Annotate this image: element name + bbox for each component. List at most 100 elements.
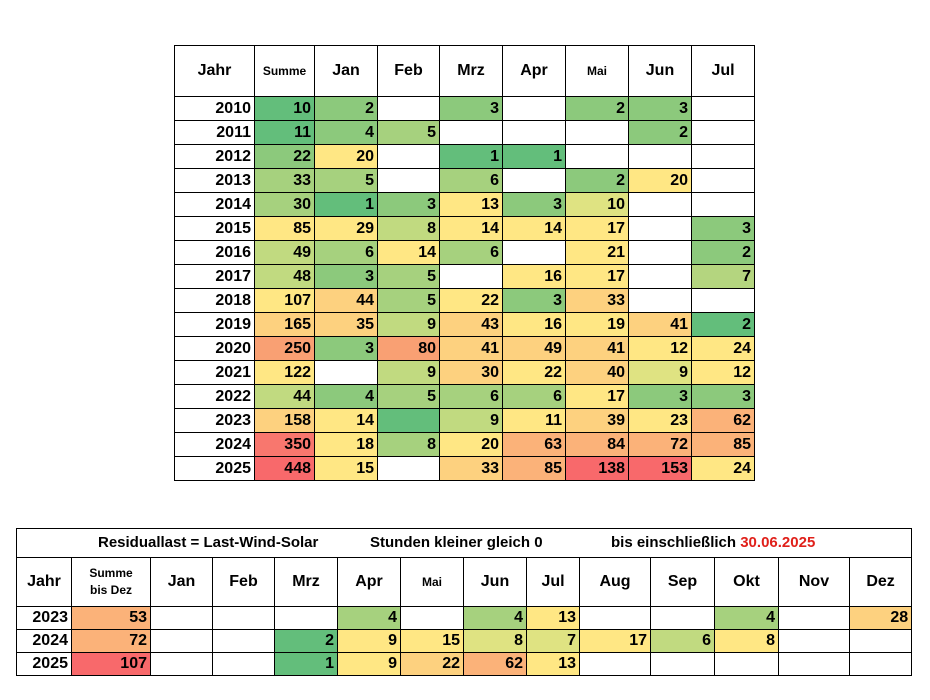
value-cell: 3 [314, 336, 378, 361]
value-cell: 5 [377, 384, 440, 409]
value-cell: 19 [565, 312, 629, 337]
value-cell [565, 144, 629, 169]
value-cell [848, 652, 913, 676]
year-cell: 2011 [174, 120, 255, 145]
value-cell: 35 [314, 312, 378, 337]
value-cell: 6 [502, 384, 566, 409]
year-cell: 2023 [174, 408, 255, 433]
year-cell: 2019 [174, 312, 255, 337]
year-cell: 2022 [174, 384, 255, 409]
value-cell [377, 408, 440, 433]
value-cell: 17 [579, 629, 651, 653]
value-cell: 9 [439, 408, 503, 433]
table1-header-row: Jahr Summe Jan Feb Mrz Apr Mai Jun Jul [174, 45, 755, 97]
value-cell: 8 [714, 629, 779, 653]
value-cell: 72 [628, 432, 692, 457]
value-cell: 10 [565, 192, 629, 217]
value-cell: 13 [439, 192, 503, 217]
value-cell: 153 [628, 456, 692, 481]
year-cell: 2020 [174, 336, 255, 361]
monthly-hours-table-2010-2025: Jahr Summe Jan Feb Mrz Apr Mai Jun Jul 2… [174, 45, 755, 481]
value-cell: 4 [314, 120, 378, 145]
table-row: 2019 165 35 9 43 16 19 41 2 [174, 312, 755, 337]
value-cell: 41 [565, 336, 629, 361]
header-jan: Jan [150, 557, 213, 607]
header-summe: Summe [254, 45, 315, 97]
value-cell: 17 [565, 216, 629, 241]
value-cell: 3 [628, 384, 692, 409]
value-cell: 39 [565, 408, 629, 433]
value-cell: 17 [565, 384, 629, 409]
value-cell: 28 [848, 606, 913, 630]
value-cell [400, 606, 464, 630]
value-cell [377, 168, 440, 193]
table-row: 2011 11 4 5 2 [174, 120, 755, 145]
value-cell: 22 [502, 360, 566, 385]
year-cell: 2015 [174, 216, 255, 241]
value-cell [274, 606, 338, 630]
value-cell [212, 652, 275, 676]
value-cell: 12 [691, 360, 755, 385]
value-cell: 21 [565, 240, 629, 265]
value-cell: 2 [691, 312, 755, 337]
value-cell [150, 652, 213, 676]
value-cell [714, 652, 779, 676]
value-cell: 107 [71, 652, 151, 676]
header-dez: Dez [848, 557, 913, 607]
header-mai: Mai [565, 45, 629, 97]
value-cell: 122 [254, 360, 315, 385]
value-cell [691, 120, 755, 145]
value-cell [150, 629, 213, 653]
value-cell [691, 144, 755, 169]
value-cell: 8 [377, 432, 440, 457]
value-cell [778, 629, 850, 653]
value-cell: 1 [439, 144, 503, 169]
value-cell [579, 652, 651, 676]
table-row: 2012 22 20 1 1 [174, 144, 755, 169]
value-cell: 22 [439, 288, 503, 313]
value-cell: 1 [502, 144, 566, 169]
value-cell [439, 120, 503, 145]
value-cell [628, 264, 692, 289]
value-cell: 9 [337, 629, 401, 653]
year-cell: 2018 [174, 288, 255, 313]
year-cell: 2025 [174, 456, 255, 481]
value-cell: 8 [463, 629, 527, 653]
value-cell [212, 606, 275, 630]
header-jahr: Jahr [174, 45, 255, 97]
value-cell: 250 [254, 336, 315, 361]
value-cell [579, 606, 651, 630]
value-cell: 41 [628, 312, 692, 337]
value-cell: 33 [439, 456, 503, 481]
value-cell: 22 [254, 144, 315, 169]
year-cell: 2010 [174, 96, 255, 121]
value-cell: 24 [691, 336, 755, 361]
header-nov: Nov [778, 557, 850, 607]
value-cell: 29 [314, 216, 378, 241]
value-cell [628, 192, 692, 217]
value-cell: 85 [502, 456, 566, 481]
value-cell: 24 [691, 456, 755, 481]
table2-header-row: Jahr Summe bis Dez Jan Feb Mrz Apr Mai J… [16, 557, 913, 607]
value-cell: 5 [377, 288, 440, 313]
table2-title: Residuallast = Last-Wind-Solar Stunden k… [15, 528, 913, 558]
value-cell: 40 [565, 360, 629, 385]
value-cell: 3 [628, 96, 692, 121]
table-row: 2022 44 4 5 6 6 17 3 3 [174, 384, 755, 409]
value-cell: 9 [628, 360, 692, 385]
value-cell: 44 [314, 288, 378, 313]
header-jan: Jan [314, 45, 378, 97]
value-cell [691, 288, 755, 313]
header-okt: Okt [714, 557, 779, 607]
value-cell [628, 216, 692, 241]
value-cell: 84 [565, 432, 629, 457]
value-cell [691, 96, 755, 121]
header-mrz: Mrz [439, 45, 503, 97]
value-cell: 3 [502, 192, 566, 217]
value-cell: 158 [254, 408, 315, 433]
value-cell: 4 [714, 606, 779, 630]
value-cell: 5 [377, 120, 440, 145]
value-cell: 14 [502, 216, 566, 241]
residual-load-table-2023-2025: Residuallast = Last-Wind-Solar Stunden k… [15, 528, 913, 676]
value-cell: 350 [254, 432, 315, 457]
